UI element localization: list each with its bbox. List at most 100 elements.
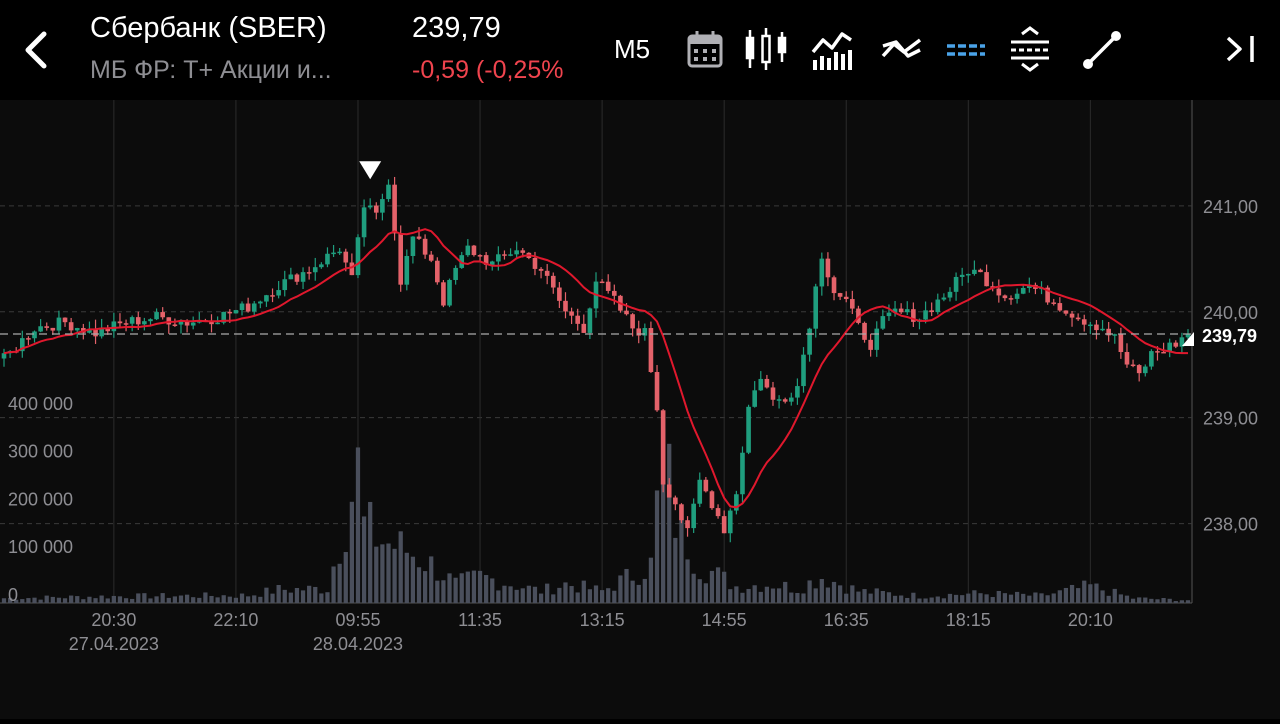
calendar-icon[interactable] — [684, 26, 728, 72]
volume-bar — [62, 598, 68, 603]
volume-tick-label: 400 000 — [8, 394, 73, 414]
candle-up — [312, 267, 318, 273]
candle-down — [1118, 334, 1124, 353]
volume-bar — [422, 571, 428, 603]
candlestick-icon[interactable] — [744, 26, 788, 72]
compare-icon[interactable] — [880, 26, 924, 72]
candle-down — [605, 281, 611, 291]
candle-up — [337, 251, 342, 254]
price-chart[interactable]: 241,00 240,00 239,00 238,00 239,79 400 000 300… — [0, 100, 1280, 719]
candle-up — [788, 397, 794, 402]
last-price-label: 239,79 — [1202, 326, 1257, 346]
volume-bar — [484, 575, 489, 603]
candle-down — [209, 321, 214, 325]
candle-up — [886, 312, 892, 317]
volume-bar — [398, 531, 403, 603]
horizontal-lines-icon[interactable] — [944, 26, 988, 72]
volume-bar — [740, 592, 745, 603]
volume-bar — [984, 594, 989, 603]
candle-down — [557, 287, 562, 301]
volume-bar — [276, 584, 281, 603]
volume-bar — [1051, 593, 1056, 603]
volume-bar — [1130, 598, 1136, 603]
volume-bar — [1112, 588, 1117, 603]
candle-down — [721, 516, 727, 534]
volume-bar — [343, 552, 348, 603]
candle-up — [87, 328, 92, 333]
volume-bar — [935, 596, 940, 603]
candle-up — [367, 205, 373, 208]
candle-up — [221, 311, 227, 323]
candle-up — [959, 274, 965, 277]
volume-bar — [294, 587, 300, 603]
volume-bar — [123, 598, 129, 603]
candle-down — [172, 324, 178, 326]
trendline-icon[interactable] — [1080, 26, 1124, 72]
candle-up — [734, 494, 739, 511]
chart-canvas[interactable]: 241,00 240,00 239,00 238,00 239,79 400 000 300… — [0, 100, 1280, 719]
candle-up — [923, 310, 928, 320]
candle-down — [160, 312, 165, 318]
candle-down — [532, 257, 538, 269]
candle-down — [715, 508, 721, 517]
candle-down — [1094, 324, 1099, 331]
candle-up — [233, 310, 239, 314]
volume-bar — [728, 589, 733, 603]
volume-bar — [795, 592, 800, 603]
candle-down — [630, 314, 635, 329]
candle-up — [300, 272, 306, 282]
go-to-end-icon[interactable] — [1222, 26, 1266, 72]
volume-bar — [1021, 593, 1026, 603]
volume-bar — [966, 593, 971, 603]
volume-bar — [697, 579, 702, 603]
candle-up — [111, 321, 117, 332]
candle-down — [612, 290, 617, 296]
volume-bar — [905, 597, 910, 603]
volume-bar — [50, 596, 55, 603]
candle-down — [654, 372, 660, 411]
candle-up — [727, 510, 733, 534]
volume-bar — [1137, 597, 1142, 603]
candle-up — [32, 331, 37, 339]
volume-bar — [435, 580, 440, 603]
volume-bar — [148, 598, 153, 603]
volume-bar — [825, 587, 831, 603]
volume-bar — [337, 563, 342, 603]
volume-bar — [331, 566, 336, 603]
candle-up — [20, 338, 25, 352]
volume-bar — [752, 585, 757, 603]
levels-icon[interactable] — [1008, 26, 1052, 72]
volume-bar — [1002, 593, 1008, 603]
volume-bar — [386, 543, 391, 603]
candle-up — [282, 279, 288, 291]
candle-up — [740, 452, 745, 495]
volume-bar — [465, 571, 470, 603]
timeframe-button[interactable]: M5 — [614, 34, 651, 64]
x-date-label: 27.04.2023 — [69, 634, 159, 654]
volume-bar — [1069, 584, 1075, 603]
volume-bar — [636, 584, 641, 603]
volume-bar — [245, 596, 251, 603]
candle-up — [941, 297, 947, 300]
volume-tick-label: 300 000 — [8, 442, 73, 462]
candle-up — [904, 309, 910, 313]
volume-bar — [593, 585, 599, 603]
volume-bar — [264, 587, 269, 603]
back-chevron-icon[interactable] — [18, 28, 54, 72]
candle-up — [1179, 337, 1185, 347]
candle-down — [50, 327, 56, 331]
candle-up — [1, 353, 7, 359]
candle-down — [685, 520, 690, 529]
candle-up — [1100, 328, 1105, 331]
volume-bar — [349, 501, 355, 603]
candle-up — [1142, 366, 1148, 374]
indicators-icon[interactable] — [810, 26, 854, 72]
candle-up — [752, 390, 757, 407]
candle-up — [691, 503, 696, 529]
volume-bar — [93, 598, 98, 603]
volume-bar — [1045, 595, 1050, 603]
volume-bar — [642, 578, 647, 603]
candle-down — [703, 479, 709, 492]
candle-down — [660, 410, 666, 485]
candle-down — [294, 274, 300, 282]
